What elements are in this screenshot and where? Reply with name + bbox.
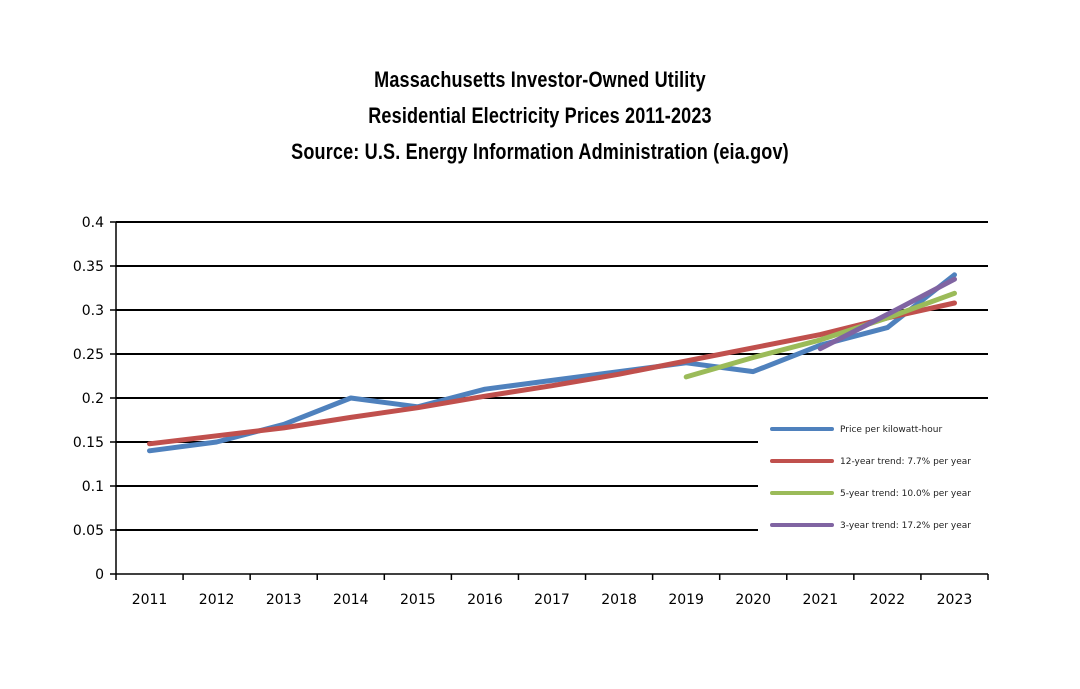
x-tick-label: 2022 [870,592,906,608]
x-tick-label: 2021 [802,592,838,608]
y-tick-label: 0.35 [73,259,104,275]
legend-background [758,414,990,544]
x-tick-label: 2020 [735,592,771,608]
legend-label: 12-year trend: 7.7% per year [840,457,971,467]
y-tick-label: 0 [95,567,104,583]
x-tick-label: 2018 [601,592,637,608]
chart-title-line-1: Massachusetts Investor-Owned Utility [374,67,706,92]
x-tick-label: 2014 [333,592,369,608]
series-line-3 [817,276,957,352]
x-tick-label: 2011 [132,592,168,608]
x-tick-label: 2015 [400,592,436,608]
x-tick-label: 2013 [266,592,302,608]
y-tick-label: 0.4 [82,215,104,231]
legend-label: 5-year trend: 10.0% per year [840,489,971,499]
legend-label: 3-year trend: 17.2% per year [840,521,971,531]
y-tick-label: 0.3 [82,303,104,319]
y-tick-label: 0.05 [73,523,104,539]
legend: Price per kilowatt-hour 12-year trend: 7.… [758,414,990,544]
x-tick-label: 2017 [534,592,570,608]
legend-label: Price per kilowatt-hour [840,425,942,435]
axes: 0 0.05 0.1 0.15 0.2 0.25 0.3 0.35 0.4 2011 2012 201… [73,215,989,608]
x-tick-label: 2012 [199,592,235,608]
chart-title-line-3: Source: U.S. Energy Information Administ… [291,139,789,164]
y-tick-label: 0.1 [82,479,104,495]
x-tick-label: 2023 [937,592,973,608]
series-lines [147,272,957,454]
y-tick-label: 0.2 [82,391,104,407]
y-tick-label: 0.15 [73,435,104,451]
chart-title-line-2: Residential Electricity Prices 2011-2023 [368,103,712,128]
chart-title: Massachusetts Investor-Owned Utility Res… [0,62,1080,170]
x-tick-label: 2019 [668,592,704,608]
y-tick-label: 0.25 [73,347,104,363]
x-tick-label: 2016 [467,592,503,608]
